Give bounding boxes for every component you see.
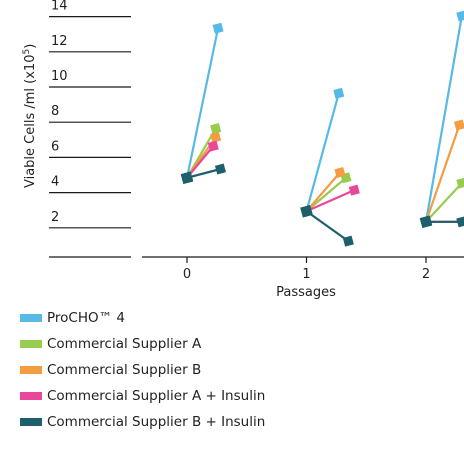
start-point xyxy=(300,205,313,218)
legend-label: Commercial Supplier B + Insulin xyxy=(47,414,266,430)
series-line xyxy=(305,210,349,243)
series-line xyxy=(305,93,340,212)
y-tick-label: 8 xyxy=(51,104,59,119)
series-line xyxy=(186,145,215,179)
data-point xyxy=(334,167,346,179)
data-point xyxy=(333,87,345,99)
data-point xyxy=(453,119,464,131)
data-point xyxy=(210,131,222,143)
series-line xyxy=(186,167,221,179)
x-tick-label: 2 xyxy=(422,267,430,282)
legend-swatch xyxy=(20,392,42,400)
x-axis: 0 1 2 xyxy=(142,256,464,282)
legend-item: Commercial Supplier B xyxy=(20,357,265,383)
data-point xyxy=(456,216,464,228)
legend-label: Commercial Supplier B xyxy=(47,362,202,378)
y-axis: 14 12 10 8 6 4 2 xyxy=(49,0,131,258)
x-tick-label: 1 xyxy=(302,267,310,282)
y-tick-label: 2 xyxy=(51,210,59,225)
series-line xyxy=(424,15,463,222)
legend-label: Commercial Supplier A + Insulin xyxy=(47,388,266,404)
series-line xyxy=(424,124,461,223)
y-tick-label: 10 xyxy=(51,69,68,84)
series-line xyxy=(425,182,463,223)
series-line xyxy=(185,27,220,179)
legend-item: Commercial Supplier A + Insulin xyxy=(20,383,265,409)
y-axis-title: Viable Cells /ml (x105) xyxy=(22,44,38,188)
legend-label: ProCHO™ 4 xyxy=(47,310,126,326)
data-point xyxy=(456,10,464,22)
legend-swatch xyxy=(20,314,42,322)
y-tick-label: 4 xyxy=(51,175,59,190)
data-point xyxy=(342,235,354,247)
series-2 xyxy=(186,119,464,223)
series-line xyxy=(305,176,347,213)
legend-item: ProCHO™ 4 xyxy=(20,305,265,331)
legend: ProCHO™ 4 Commercial Supplier A Commercial… xyxy=(20,305,265,435)
data-point xyxy=(212,22,224,34)
data-point xyxy=(207,140,219,152)
legend-item: Commercial Supplier B + Insulin xyxy=(20,409,265,435)
series-line xyxy=(305,171,341,212)
data-point xyxy=(348,184,360,196)
legend-item: Commercial Supplier A xyxy=(20,331,265,357)
data-point xyxy=(210,123,222,135)
data-point xyxy=(214,163,226,175)
legend-label: Commercial Supplier A xyxy=(47,336,202,352)
series-line xyxy=(306,189,355,213)
legend-swatch xyxy=(20,340,42,348)
x-axis-title: Passages xyxy=(276,285,336,300)
series-4 xyxy=(186,163,464,247)
start-point xyxy=(180,171,194,184)
plot-area xyxy=(180,10,464,247)
series-0 xyxy=(185,10,464,222)
series-3 xyxy=(186,140,464,228)
legend-swatch xyxy=(20,418,42,426)
y-tick-label: 6 xyxy=(51,139,59,154)
y-tick-label: 12 xyxy=(51,34,68,49)
data-point xyxy=(456,177,464,189)
legend-swatch xyxy=(20,366,42,374)
y-tick-label: 14 xyxy=(51,0,68,14)
x-tick-label: 0 xyxy=(183,267,191,282)
start-point xyxy=(419,215,433,228)
